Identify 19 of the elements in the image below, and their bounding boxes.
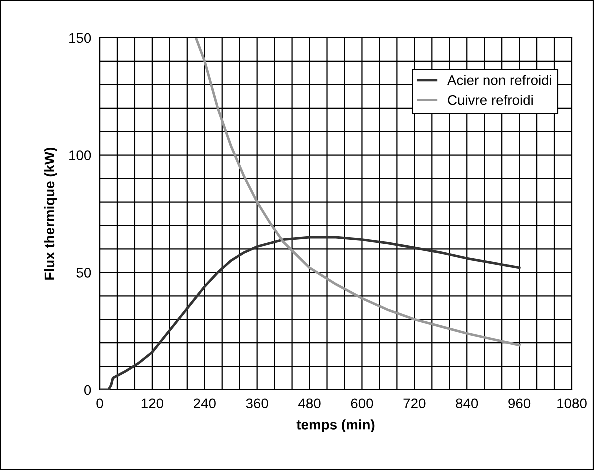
x-tick-label: 120 [142,398,164,409]
x-tick-label: 240 [194,398,216,409]
x-tick-label: 1080 [558,398,587,409]
x-tick-label: 360 [246,398,268,409]
x-tick-label: 960 [508,398,531,409]
y-tick-label: 100 [70,150,92,161]
x-tick-label: 600 [351,398,374,409]
y-tick-label: 50 [76,268,92,278]
x-tick-label: 720 [404,398,426,409]
y-tick-label: 150 [70,33,92,44]
line-series [100,236,521,390]
legend-label: Acier non refroidi [447,75,552,86]
legend-label: Cuivre refroidi [448,95,533,106]
x-tick-label: 840 [456,398,478,409]
y-axis-title: Flux thermique (kW) [44,148,58,280]
y-tick-label: 0 [84,385,92,396]
x-tick-label: 480 [298,398,321,409]
x-axis-title: temps (min) [296,420,375,433]
x-tick-label: 0 [96,398,104,409]
